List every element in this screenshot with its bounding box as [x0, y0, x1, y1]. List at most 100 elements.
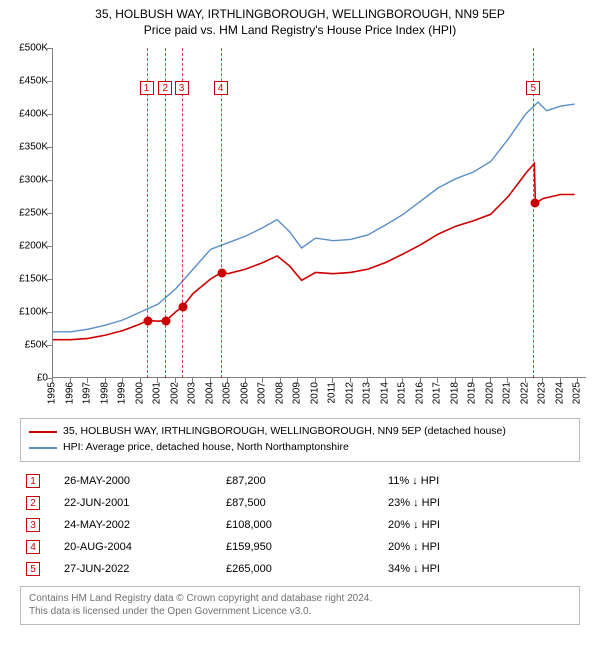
- x-tick-label: 2009: [292, 382, 303, 404]
- legend-swatch-price: [29, 431, 57, 433]
- sales-row: 5 27-JUN-2022£265,00034% ↓ HPI: [20, 558, 580, 580]
- sales-table: 126-MAY-2000£87,20011% ↓ HPI222-JUN-2001…: [20, 470, 580, 580]
- sale-index-box: 2: [26, 496, 40, 510]
- y-tick-label: £100K: [8, 307, 48, 318]
- sale-date: 27-JUN-2022: [58, 558, 220, 580]
- legend-swatch-hpi: [29, 447, 57, 449]
- y-tick-mark: [47, 213, 52, 214]
- sale-marker: [178, 303, 187, 312]
- footer-line-1: Contains HM Land Registry data © Crown c…: [29, 592, 571, 606]
- x-tick-label: 2012: [344, 382, 355, 404]
- sale-flag-line: [182, 48, 183, 378]
- sale-flag-line: [533, 48, 534, 378]
- sale-date: 22-JUN-2001: [58, 492, 220, 514]
- sale-delta: 20% ↓ HPI: [382, 536, 580, 558]
- sale-price: £108,000: [220, 514, 382, 536]
- series-hpi-line: [53, 102, 575, 332]
- sale-flag-box: 4: [214, 81, 228, 95]
- x-tick-label: 2001: [152, 382, 163, 404]
- sale-flag-line: [221, 48, 222, 378]
- x-tick-label: 2022: [519, 382, 530, 404]
- y-tick-label: £200K: [8, 241, 48, 252]
- x-tick-label: 2011: [327, 382, 338, 404]
- x-tick-label: 2019: [467, 382, 478, 404]
- y-tick-label: £350K: [8, 142, 48, 153]
- sale-date: 20-AUG-2004: [58, 536, 220, 558]
- x-tick-label: 1997: [82, 382, 93, 404]
- sale-marker: [217, 268, 226, 277]
- x-tick-label: 1995: [47, 382, 58, 404]
- y-tick-mark: [47, 246, 52, 247]
- plot-region: [52, 48, 586, 378]
- line-layer: [53, 48, 587, 378]
- x-tick-label: 2015: [397, 382, 408, 404]
- x-tick-label: 2005: [222, 382, 233, 404]
- x-tick-label: 2008: [274, 382, 285, 404]
- x-tick-label: 2025: [572, 382, 583, 404]
- sale-date: 24-MAY-2002: [58, 514, 220, 536]
- sale-delta: 34% ↓ HPI: [382, 558, 580, 580]
- y-tick-label: £0: [8, 373, 48, 384]
- sale-date: 26-MAY-2000: [58, 470, 220, 492]
- x-tick-label: 2014: [379, 382, 390, 404]
- x-tick-label: 2007: [257, 382, 268, 404]
- sale-flag-line: [147, 48, 148, 378]
- x-tick-label: 2003: [187, 382, 198, 404]
- sale-price: £87,500: [220, 492, 382, 514]
- y-tick-label: £450K: [8, 76, 48, 87]
- sale-index-box: 4: [26, 540, 40, 554]
- y-tick-mark: [47, 279, 52, 280]
- sales-row: 4 20-AUG-2004£159,95020% ↓ HPI: [20, 536, 580, 558]
- y-tick-label: £400K: [8, 109, 48, 120]
- sale-flag-box: 1: [140, 81, 154, 95]
- x-tick-label: 2023: [537, 382, 548, 404]
- title-line-1: 35, HOLBUSH WAY, IRTHLINGBOROUGH, WELLIN…: [8, 6, 592, 22]
- y-tick-mark: [47, 114, 52, 115]
- sale-marker: [531, 199, 540, 208]
- y-tick-label: £250K: [8, 208, 48, 219]
- footer-line-2: This data is licensed under the Open Gov…: [29, 605, 571, 619]
- sale-delta: 11% ↓ HPI: [382, 470, 580, 492]
- sales-row: 2 22-JUN-2001£87,50023% ↓ HPI: [20, 492, 580, 514]
- sale-price: £265,000: [220, 558, 382, 580]
- sales-row: 126-MAY-2000£87,20011% ↓ HPI: [20, 470, 580, 492]
- x-tick-label: 2010: [309, 382, 320, 404]
- x-tick-label: 2000: [134, 382, 145, 404]
- legend-label-hpi: HPI: Average price, detached house, Nort…: [63, 440, 349, 456]
- legend-row-price: 35, HOLBUSH WAY, IRTHLINGBOROUGH, WELLIN…: [29, 424, 571, 440]
- x-tick-label: 1996: [64, 382, 75, 404]
- sale-delta: 20% ↓ HPI: [382, 514, 580, 536]
- y-tick-mark: [47, 48, 52, 49]
- x-tick-label: 1999: [117, 382, 128, 404]
- y-tick-label: £150K: [8, 274, 48, 285]
- sale-marker: [143, 316, 152, 325]
- x-tick-label: 2016: [414, 382, 425, 404]
- legend-label-price: 35, HOLBUSH WAY, IRTHLINGBOROUGH, WELLIN…: [63, 424, 506, 440]
- title-line-2: Price paid vs. HM Land Registry's House …: [8, 22, 592, 38]
- footer: Contains HM Land Registry data © Crown c…: [20, 586, 580, 625]
- series-price-line: [53, 164, 575, 340]
- y-tick-mark: [47, 345, 52, 346]
- chart-container: 35, HOLBUSH WAY, IRTHLINGBOROUGH, WELLIN…: [0, 0, 600, 650]
- title-block: 35, HOLBUSH WAY, IRTHLINGBOROUGH, WELLIN…: [8, 6, 592, 38]
- x-tick-label: 2018: [449, 382, 460, 404]
- y-tick-mark: [47, 312, 52, 313]
- legend: 35, HOLBUSH WAY, IRTHLINGBOROUGH, WELLIN…: [20, 418, 580, 462]
- sale-index-box: 3: [26, 518, 40, 532]
- x-tick-label: 2004: [204, 382, 215, 404]
- x-tick-label: 2013: [362, 382, 373, 404]
- y-tick-label: £300K: [8, 175, 48, 186]
- sale-index-box: 5: [26, 562, 40, 576]
- sale-flag-box: 2: [158, 81, 172, 95]
- chart-area: £0£50K£100K£150K£200K£250K£300K£350K£400…: [8, 42, 592, 412]
- sale-delta: 23% ↓ HPI: [382, 492, 580, 514]
- y-tick-mark: [47, 147, 52, 148]
- x-tick-label: 2006: [239, 382, 250, 404]
- x-tick-label: 2021: [502, 382, 513, 404]
- sale-marker: [162, 316, 171, 325]
- x-tick-label: 2002: [169, 382, 180, 404]
- sale-price: £159,950: [220, 536, 382, 558]
- x-tick-label: 2017: [432, 382, 443, 404]
- sale-flag-box: 5: [526, 81, 540, 95]
- sale-index-box: 1: [26, 474, 40, 488]
